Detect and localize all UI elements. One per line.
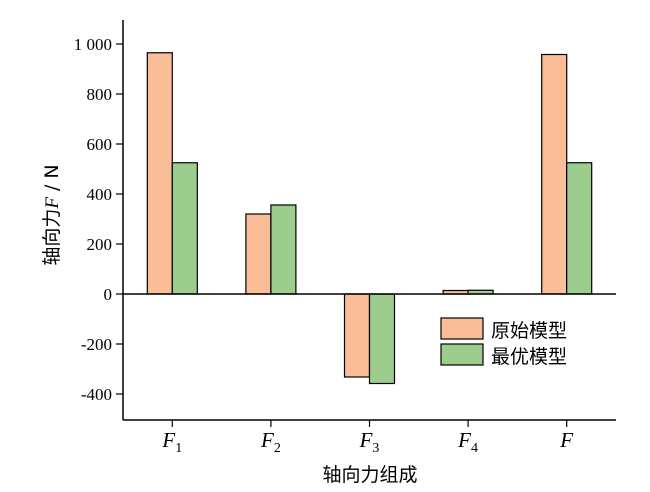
x-tick-label: F1: [161, 428, 182, 456]
legend-label-optimal: 最优模型: [491, 346, 567, 368]
y-tick-label: 200: [87, 235, 113, 254]
y-axis-title: 轴向力F / N: [41, 164, 63, 265]
y-tick-label: -400: [81, 385, 112, 404]
legend: 原始模型 最优模型: [440, 317, 567, 368]
legend-label-original: 原始模型: [491, 320, 567, 342]
y-axis-ticks: -400 -200 0 200 400 600 800 1 000: [74, 35, 123, 404]
x-axis-title: 轴向力组成: [322, 464, 417, 486]
bar-optimal: [270, 204, 297, 295]
bar-original: [541, 53, 568, 295]
y-tick-label: 0: [104, 285, 113, 304]
y-tick-label: 600: [87, 135, 113, 154]
x-axis-ticks: [171, 420, 568, 427]
bar-optimal: [171, 162, 198, 295]
x-tick-label: F3: [359, 428, 380, 456]
y-tick-label: 400: [87, 185, 113, 204]
y-axis-title-unit: / N: [41, 164, 63, 197]
y-tick-label: -200: [81, 335, 112, 354]
x-axis-tick-labels: F1 F2 F3 F4 F: [161, 428, 573, 456]
legend-swatch-original: [440, 317, 484, 340]
y-tick-label: 1 000: [74, 35, 112, 54]
y-tick-label: 800: [87, 85, 113, 104]
bar-optimal: [566, 162, 593, 295]
legend-swatch-optimal: [440, 343, 484, 366]
bar-original: [146, 52, 173, 295]
bar-original: [343, 293, 371, 378]
bars-layer: [146, 52, 593, 385]
y-axis-title-symbol: F: [42, 197, 63, 210]
y-axis-title-prefix: 轴向力: [41, 209, 63, 266]
bar-optimal: [368, 293, 396, 385]
x-tick-label: F2: [260, 428, 281, 456]
bar-original: [245, 213, 272, 295]
x-tick-label: F4: [457, 428, 478, 456]
x-tick-label: F: [559, 428, 573, 452]
